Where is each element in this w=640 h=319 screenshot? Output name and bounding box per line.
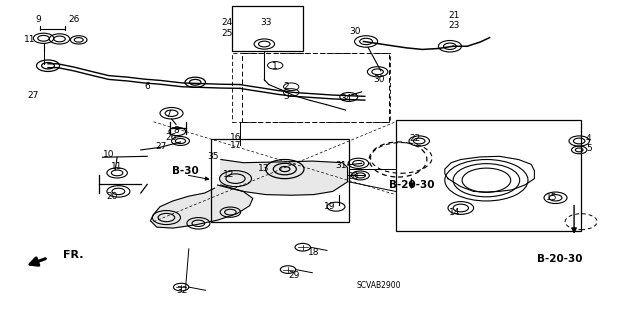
Text: 27: 27 (28, 91, 39, 100)
Text: 32: 32 (177, 286, 188, 295)
Text: 7: 7 (165, 110, 170, 119)
Polygon shape (150, 185, 253, 228)
Text: 21: 21 (449, 11, 460, 20)
Text: 13: 13 (258, 164, 269, 173)
Text: 26: 26 (68, 15, 79, 24)
Text: 11: 11 (111, 162, 123, 171)
Text: 12: 12 (223, 170, 235, 179)
Text: 31: 31 (335, 161, 347, 170)
Text: 20: 20 (106, 192, 118, 201)
Text: 30: 30 (374, 75, 385, 84)
Text: 8: 8 (173, 126, 179, 135)
Text: 18: 18 (308, 249, 319, 257)
Text: 2: 2 (284, 82, 289, 91)
Text: FR.: FR. (63, 250, 83, 260)
Text: 35: 35 (207, 152, 219, 161)
Text: 3: 3 (284, 92, 289, 101)
Text: 34: 34 (340, 94, 351, 103)
Bar (232, 6, 303, 51)
Text: 16: 16 (230, 133, 241, 142)
Bar (396, 120, 581, 231)
Text: 22: 22 (409, 134, 420, 143)
Text: 10: 10 (103, 150, 115, 159)
Text: 1: 1 (273, 63, 278, 71)
Text: 11: 11 (24, 35, 36, 44)
Text: B-30: B-30 (172, 166, 199, 176)
Text: 33: 33 (260, 18, 271, 27)
Text: B-20-30: B-20-30 (388, 180, 435, 190)
Text: 23: 23 (449, 21, 460, 30)
Text: 19: 19 (324, 202, 335, 211)
Text: 26: 26 (166, 133, 177, 142)
Text: 15: 15 (546, 193, 557, 202)
Text: 28: 28 (348, 172, 359, 181)
Text: SCVAB2900: SCVAB2900 (356, 281, 401, 290)
Text: 14: 14 (449, 208, 460, 217)
Text: 29: 29 (289, 271, 300, 280)
Bar (242, 53, 389, 122)
Polygon shape (221, 160, 348, 195)
Text: 25: 25 (221, 29, 233, 38)
Text: 27: 27 (156, 142, 167, 151)
Text: B-20-30: B-20-30 (537, 254, 583, 264)
Text: 17: 17 (230, 141, 241, 150)
Text: 6: 6 (145, 82, 150, 91)
Text: 24: 24 (221, 18, 233, 27)
Bar (211, 139, 349, 222)
Text: 4: 4 (586, 134, 591, 143)
Text: 5: 5 (586, 145, 591, 153)
Text: 30: 30 (349, 27, 361, 36)
Text: 9: 9 (36, 15, 41, 24)
